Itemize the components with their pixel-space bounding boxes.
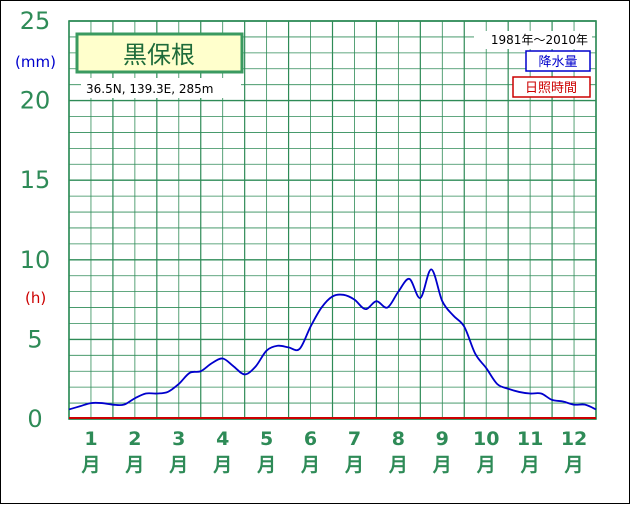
legend-precip-label: 降水量 <box>538 55 577 70</box>
station-location: 36.5N, 139.3E, 285m <box>86 82 213 96</box>
precip-series-line <box>68 268 597 411</box>
month-suffix-10: 月 <box>476 454 496 476</box>
y-tick-10: 10 <box>20 246 51 274</box>
period-label: 1981年～2010年 <box>491 33 588 47</box>
month-number-3: 3 <box>172 428 185 450</box>
y-tick-labels: 0 5 10 15 20 25 <box>20 7 51 433</box>
station-name: 黒保根 <box>123 41 195 69</box>
month-number-2: 2 <box>128 428 141 450</box>
month-suffix-4: 月 <box>212 454 232 476</box>
month-suffix-3: 月 <box>168 454 188 476</box>
month-suffix-9: 月 <box>432 454 452 476</box>
precip-unit-label: (mm) <box>15 53 56 71</box>
legend-sunshine: 日照時間 <box>512 76 591 98</box>
y-tick-20: 20 <box>20 87 51 115</box>
y-tick-25: 25 <box>20 7 51 35</box>
month-suffix-11: 月 <box>520 454 540 476</box>
sunshine-unit-label: (h) <box>25 289 46 307</box>
month-number-12: 12 <box>561 428 587 450</box>
month-number-11: 11 <box>517 428 543 450</box>
month-suffix-2: 月 <box>124 454 144 476</box>
month-number-7: 7 <box>348 428 361 450</box>
month-number-10: 10 <box>473 428 499 450</box>
station-title-box: 黒保根 <box>75 32 244 74</box>
month-number-1: 1 <box>84 428 97 450</box>
month-number-9: 9 <box>436 428 449 450</box>
month-labels: 1 月 2 月 3 月 4 月 5 月 6 月 7 月 8 月 9 月 10 月 11 月 12 月 <box>80 428 587 476</box>
month-suffix-8: 月 <box>388 454 408 476</box>
legend-precip: 降水量 <box>525 50 591 72</box>
y-tick-15: 15 <box>20 166 51 194</box>
legend-sunshine-label: 日照時間 <box>525 81 577 96</box>
month-number-6: 6 <box>304 428 317 450</box>
month-number-4: 4 <box>216 428 229 450</box>
month-suffix-6: 月 <box>300 454 320 476</box>
month-suffix-7: 月 <box>344 454 364 476</box>
y-tick-5: 5 <box>27 325 42 353</box>
month-number-8: 8 <box>392 428 405 450</box>
month-suffix-5: 月 <box>256 454 276 476</box>
month-number-5: 5 <box>260 428 273 450</box>
chart-grid <box>68 20 597 420</box>
month-suffix-12: 月 <box>564 454 584 476</box>
month-suffix-1: 月 <box>80 454 100 476</box>
y-tick-0: 0 <box>27 405 42 433</box>
